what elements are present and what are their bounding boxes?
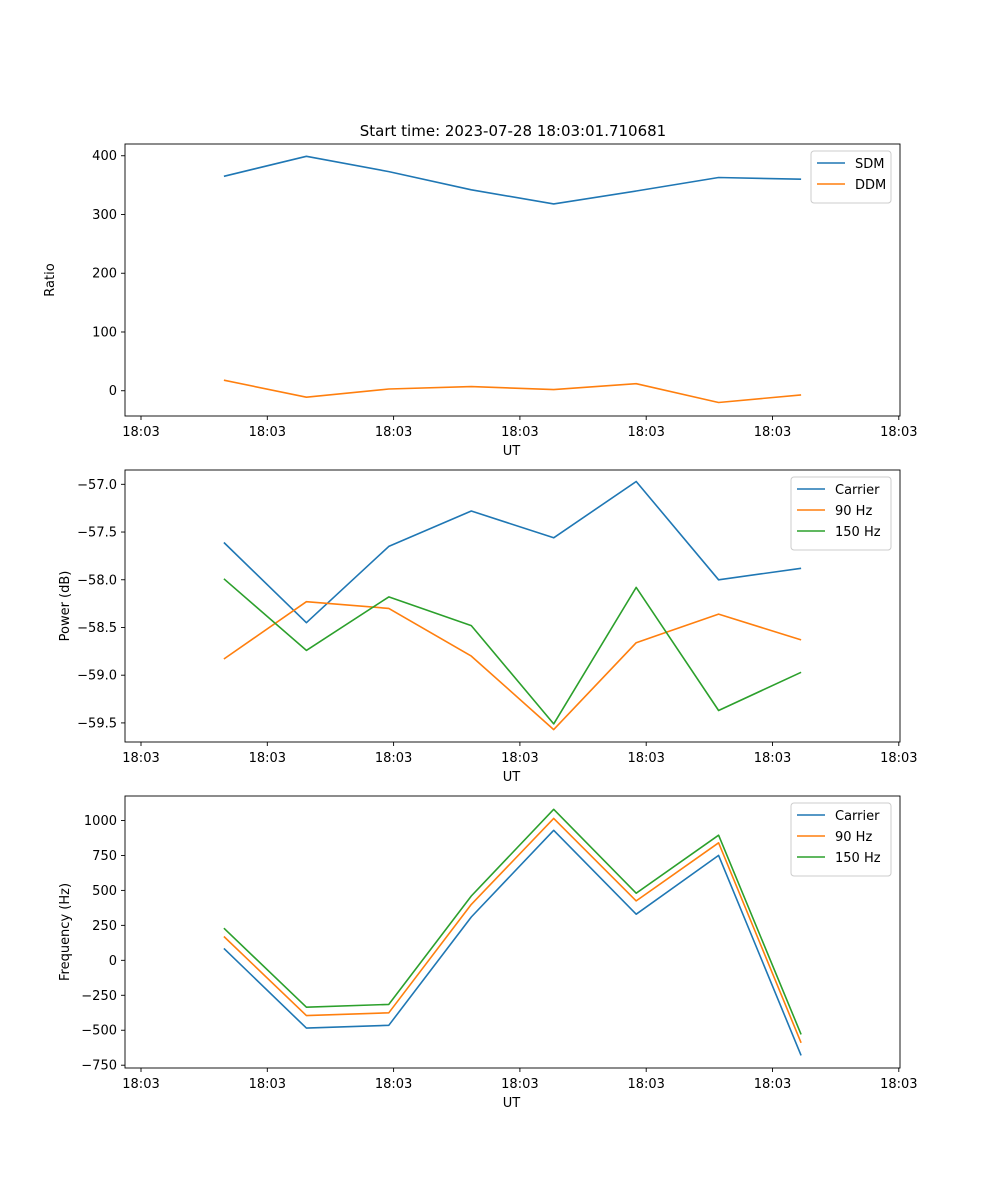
frequency-ytick-label: −750 (81, 1059, 117, 1074)
frequency-xtick-label: 18:03 (501, 1077, 538, 1092)
subplot-ratio: 18:0318:0318:0318:0318:0318:0318:0318:04… (43, 143, 918, 459)
ratio-series-line-sdm (223, 155, 802, 205)
power-series-line-carrier (223, 480, 802, 624)
ratio-xtick-label: 18:03 (880, 425, 917, 440)
power-xtick-label: 18:03 (249, 751, 286, 766)
frequency-ytick-label: −500 (81, 1024, 117, 1039)
frequency-legend-label: 150 Hz (835, 851, 881, 866)
frequency-ytick-label: 0 (109, 954, 117, 969)
ratio-legend-label: SDM (855, 157, 884, 172)
ratio-xtick-label: 18:03 (501, 425, 538, 440)
power-ylabel: Power (dB) (58, 571, 73, 642)
subplot-frequency: 18:0318:0318:0318:0318:0318:0318:0318:04… (58, 795, 918, 1111)
power-ytick-label: −57.5 (77, 526, 117, 541)
power-plot-area (125, 470, 900, 742)
frequency-xtick-label: 18:03 (754, 1077, 791, 1092)
frequency-legend-label: Carrier (835, 809, 880, 824)
frequency-ytick-label: 250 (92, 919, 117, 934)
power-ytick-label: −58.5 (77, 621, 117, 636)
power-legend-label: Carrier (835, 483, 880, 498)
power-series-line-150-hz (223, 578, 802, 725)
frequency-ylabel: Frequency (Hz) (58, 883, 73, 981)
figure-title: Start time: 2023-07-28 18:03:01.710681 (360, 122, 666, 140)
ratio-xtick-label: 18:03 (249, 425, 286, 440)
power-legend-label: 150 Hz (835, 525, 881, 540)
ratio-ytick-label: 200 (92, 267, 117, 282)
frequency-xtick-label: 18:03 (375, 1077, 412, 1092)
power-legend-label: 90 Hz (835, 504, 872, 519)
ratio-ytick-label: 300 (92, 208, 117, 223)
frequency-xtick-label: 18:03 (880, 1077, 917, 1092)
subplot-power: 18:0318:0318:0318:0318:0318:0318:0318:04… (58, 469, 918, 785)
ratio-ytick-label: 400 (92, 149, 117, 164)
power-xtick-label: 18:03 (627, 751, 664, 766)
frequency-plot-area (125, 796, 900, 1068)
frequency-ytick-label: 1000 (84, 814, 117, 829)
ratio-plot-area (125, 144, 900, 416)
ratio-ytick-label: 0 (109, 384, 117, 399)
power-xtick-label: 18:03 (880, 751, 917, 766)
power-xlabel: UT (503, 770, 521, 785)
frequency-ytick-label: −250 (81, 989, 117, 1004)
frequency-xtick-label: 18:03 (627, 1077, 664, 1092)
ratio-legend-box (810, 150, 892, 204)
ratio-axes-frame (124, 143, 901, 417)
frequency-xtick-label: 18:03 (122, 1077, 159, 1092)
frequency-xlabel: UT (503, 1096, 521, 1111)
power-axes-frame (124, 469, 901, 743)
frequency-legend-label: 90 Hz (835, 830, 872, 845)
frequency-series-line-90-hz (223, 817, 802, 1044)
ratio-xtick-label: 18:03 (122, 425, 159, 440)
ratio-ylabel: Ratio (43, 263, 58, 296)
power-series-line-90-hz (223, 600, 802, 731)
frequency-series-line-carrier (223, 829, 802, 1056)
frequency-ytick-label: 500 (92, 884, 117, 899)
power-xtick-label: 18:03 (754, 751, 791, 766)
ratio-xtick-label: 18:03 (754, 425, 791, 440)
power-ytick-label: −58.0 (77, 573, 117, 588)
ratio-legend-label: DDM (855, 178, 886, 193)
ratio-xtick-label: 18:03 (627, 425, 664, 440)
frequency-xtick-label: 18:03 (249, 1077, 286, 1092)
ratio-xlabel: UT (503, 444, 521, 459)
ratio-series-line-ddm (223, 379, 802, 404)
frequency-axes-frame (124, 795, 901, 1069)
frequency-series-line-150-hz (223, 808, 802, 1035)
power-xtick-label: 18:03 (375, 751, 412, 766)
power-ytick-label: −59.0 (77, 669, 117, 684)
frequency-ytick-label: 750 (92, 849, 117, 864)
ratio-ytick-label: 100 (92, 325, 117, 340)
power-ytick-label: −59.5 (77, 716, 117, 731)
power-xtick-label: 18:03 (501, 751, 538, 766)
power-xtick-label: 18:03 (122, 751, 159, 766)
power-ytick-label: −57.0 (77, 478, 117, 493)
ratio-xtick-label: 18:03 (375, 425, 412, 440)
